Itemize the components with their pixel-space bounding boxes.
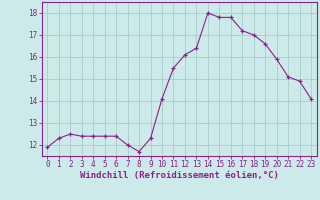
X-axis label: Windchill (Refroidissement éolien,°C): Windchill (Refroidissement éolien,°C) [80,171,279,180]
